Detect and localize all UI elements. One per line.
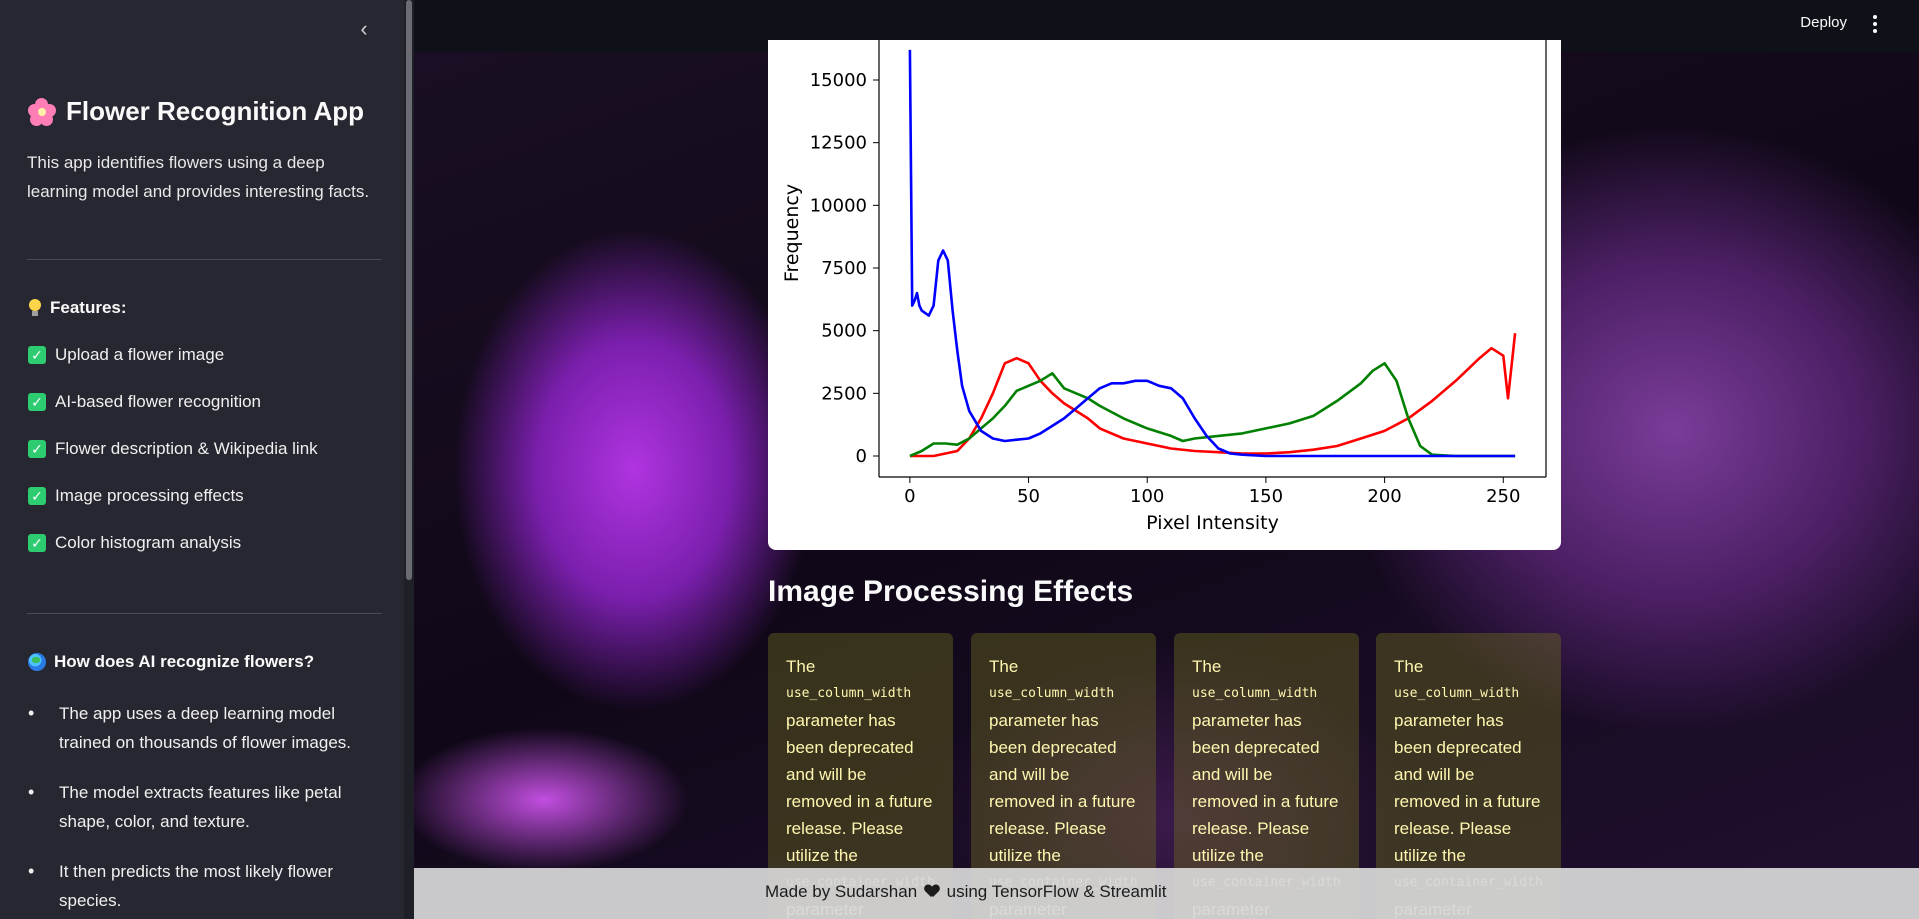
app-description: This app identifies flowers using a deep… [27,153,370,201]
checkmark-icon: ✓ [28,440,46,458]
deploy-button[interactable]: Deploy [1800,14,1847,31]
y-tick-label: 12500 [810,133,867,154]
x-tick-label: 100 [1130,486,1164,507]
globe-icon [28,653,46,671]
sidebar-scrollbar[interactable] [404,0,414,919]
histogram-svg: 0 2500 5000 7500 10000 12500 15000 0 50 100 150 200… [781,40,1547,534]
x-tick-label: 250 [1486,486,1520,507]
x-tick-label: 50 [1017,486,1040,507]
app-title-text: Flower Recognition App [66,96,365,126]
x-tick-label: 0 [904,486,915,507]
y-tick-label: 5000 [821,321,867,342]
divider [27,613,382,614]
list-item: It then predicts the most likely flower … [28,857,388,915]
vertical-dots-icon[interactable] [1867,12,1883,36]
flower-icon [28,97,56,126]
checkmark-icon: ✓ [28,534,46,552]
section-title: Image Processing Effects [768,575,1134,608]
y-tick-label: 2500 [821,383,867,404]
series-line-0 [909,333,1517,458]
footer-text: Made by Sudarshan using TensorFlow & Str… [765,882,1167,901]
feature-item: ✓ AI-based flower recognition [28,392,261,412]
chevron-left-icon[interactable]: ‹ [360,16,368,41]
app-title: Flower Recognition App [28,96,364,127]
how-heading: How does AI recognize flowers? [28,652,314,672]
sidebar: ‹ Flower Recognition App This app identi… [0,0,414,919]
list-item: The model extracts features like petal s… [28,778,388,836]
series-line-2 [908,49,1516,458]
checkmark-icon: ✓ [28,346,46,364]
y-tick-label: 15000 [810,70,867,91]
lightbulb-icon [28,299,42,317]
histogram-chart: 0 2500 5000 7500 10000 12500 15000 0 50 100 150 200… [768,40,1561,550]
x-axis-label: Pixel Intensity [1146,512,1279,534]
main-area: Deploy 0 2500 5000 7500 10000 12500 15000 0 50 10… [414,0,1919,919]
feature-item: ✓ Upload a flower image [28,345,224,365]
features-heading: Features: [28,298,127,318]
footer: Made by Sudarshan using TensorFlow & Str… [414,868,1919,919]
checkmark-icon: ✓ [28,393,46,411]
y-tick-label: 10000 [810,195,867,216]
divider [27,259,382,260]
y-tick-label: 7500 [821,258,867,279]
x-tick-label: 200 [1367,486,1401,507]
feature-item: ✓ Color histogram analysis [28,533,241,553]
x-tick-label: 150 [1249,486,1283,507]
feature-item: ✓ Flower description & Wikipedia link [28,439,318,459]
checkmark-icon: ✓ [28,487,46,505]
feature-item: ✓ Image processing effects [28,486,244,506]
y-axis-label: Frequency [781,184,803,282]
heart-icon [925,885,939,898]
list-item: The app uses a deep learning model train… [28,699,388,757]
y-tick-label: 0 [856,446,867,467]
